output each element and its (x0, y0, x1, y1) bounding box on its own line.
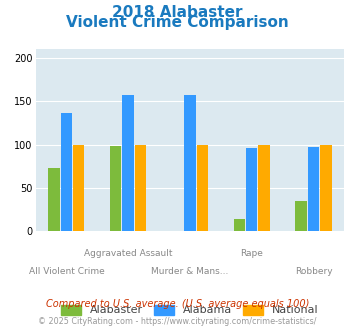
Text: Aggravated Assault: Aggravated Assault (84, 249, 173, 258)
Bar (246, 148, 257, 231)
Bar (308, 147, 319, 231)
Bar (197, 145, 208, 231)
Bar (122, 95, 134, 231)
Bar (73, 145, 84, 231)
Text: Compared to U.S. average. (U.S. average equals 100): Compared to U.S. average. (U.S. average … (46, 299, 309, 309)
Bar (184, 95, 196, 231)
Bar (110, 146, 121, 231)
Text: Murder & Mans...: Murder & Mans... (151, 267, 229, 276)
Text: © 2025 CityRating.com - https://www.cityrating.com/crime-statistics/: © 2025 CityRating.com - https://www.city… (38, 317, 317, 326)
Bar (135, 145, 146, 231)
Bar (61, 114, 72, 231)
Text: Violent Crime Comparison: Violent Crime Comparison (66, 15, 289, 30)
Bar (320, 145, 332, 231)
Bar (48, 168, 60, 231)
Legend: Alabaster, Alabama, National: Alabaster, Alabama, National (56, 300, 323, 320)
Text: All Violent Crime: All Violent Crime (28, 267, 104, 276)
Bar (234, 219, 245, 231)
Bar (295, 201, 307, 231)
Text: Rape: Rape (240, 249, 263, 258)
Text: Robbery: Robbery (295, 267, 332, 276)
Bar (258, 145, 270, 231)
Text: 2018 Alabaster: 2018 Alabaster (112, 5, 243, 20)
